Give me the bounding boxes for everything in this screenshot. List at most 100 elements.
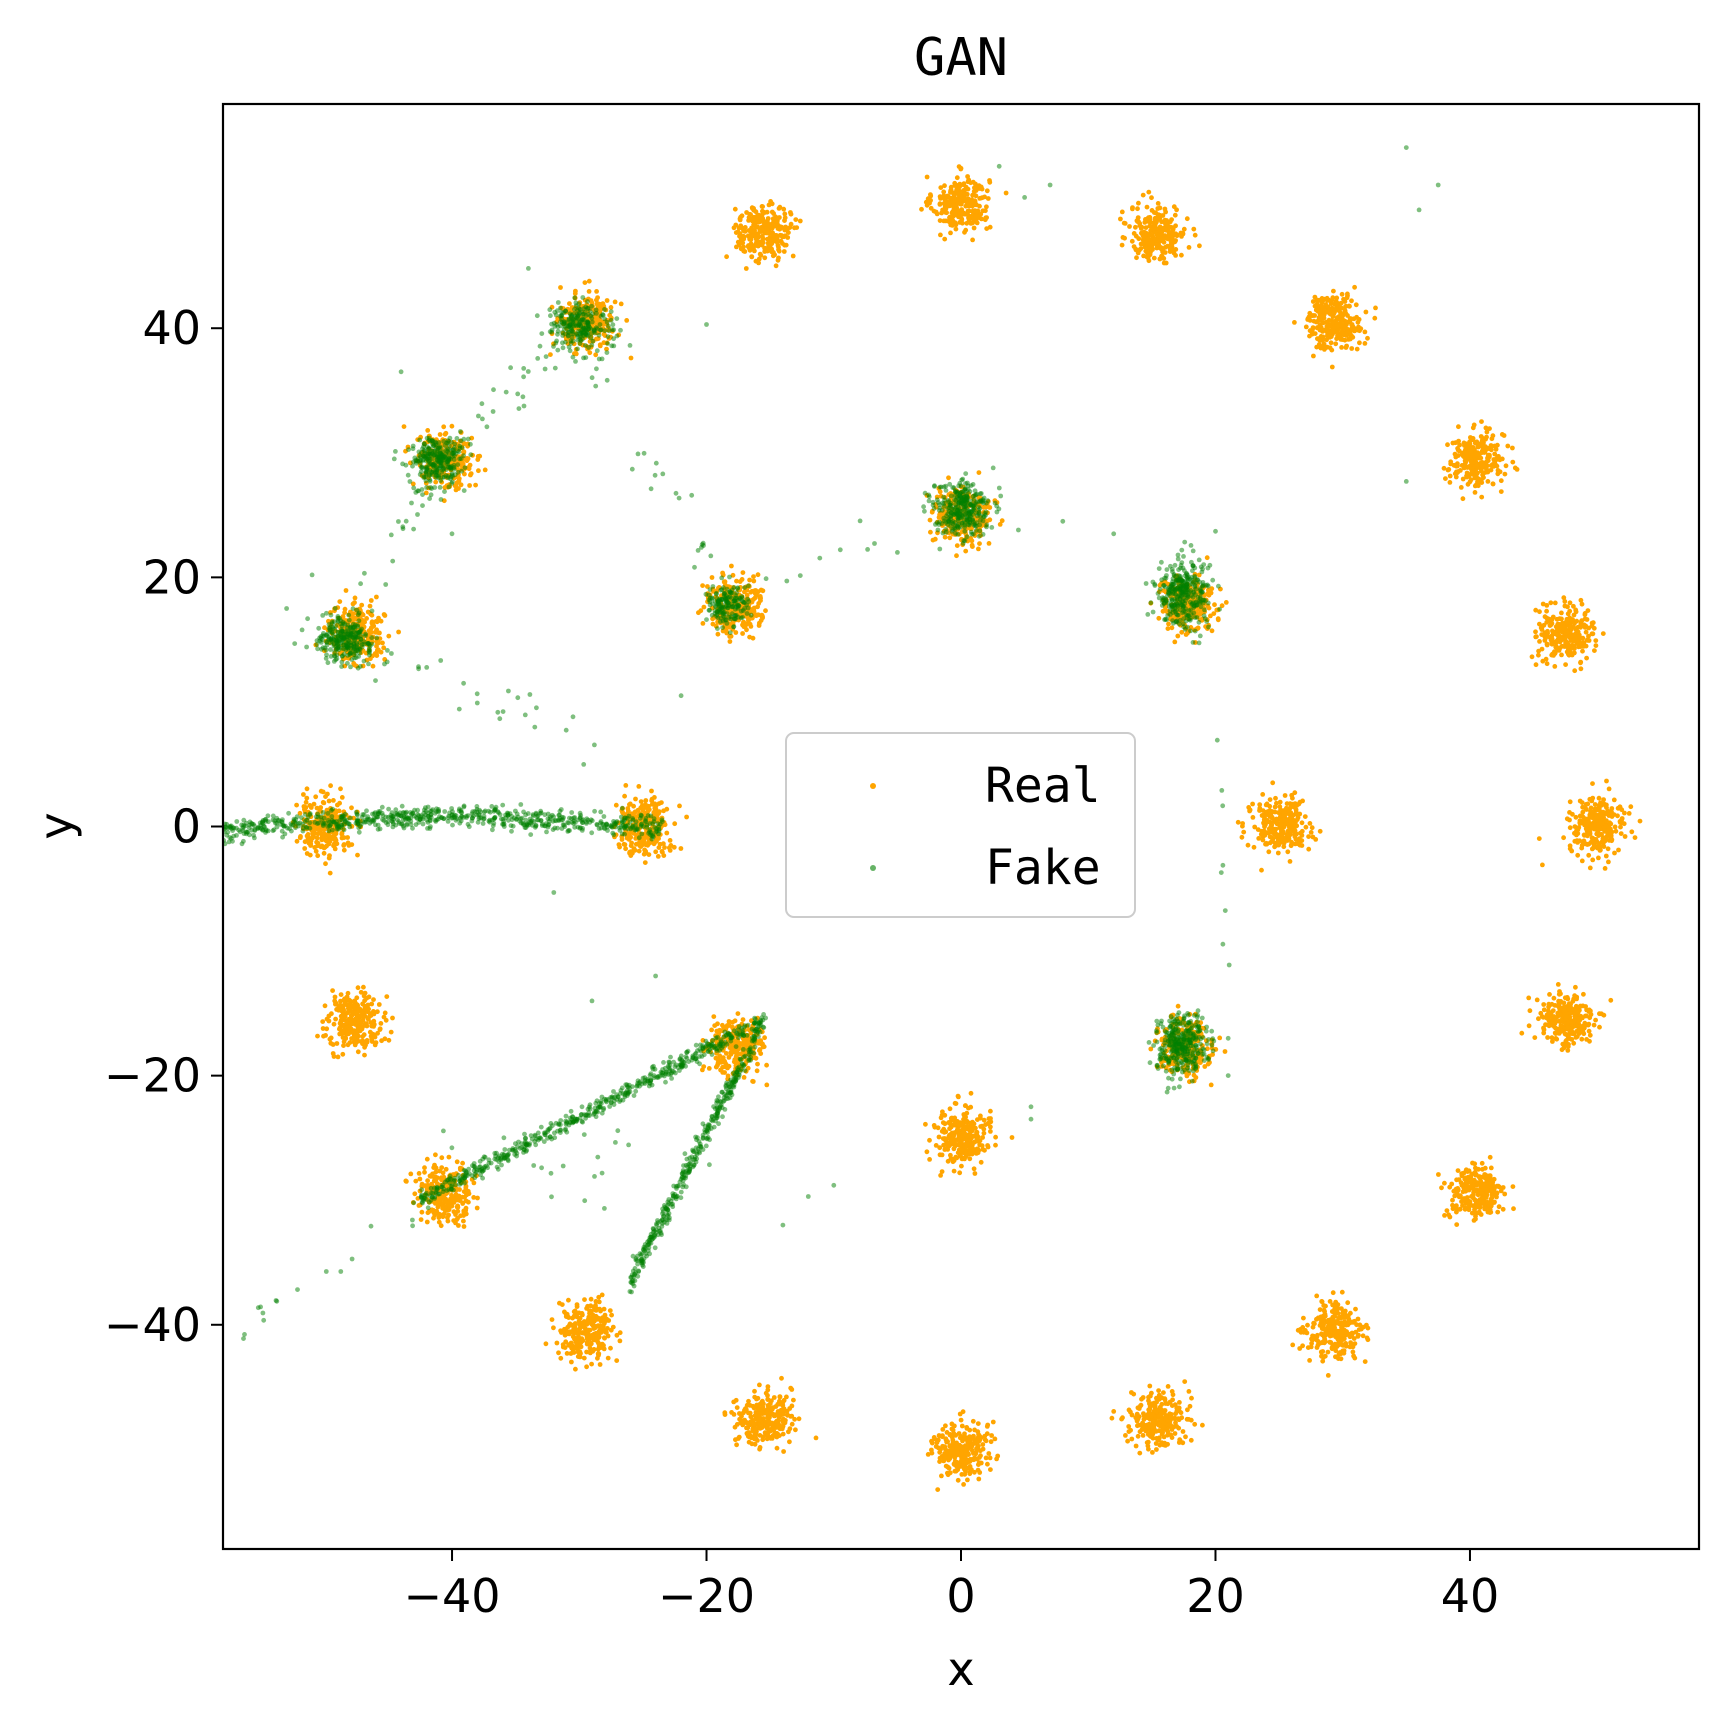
real-point [586, 289, 592, 294]
real-point [556, 1350, 561, 1356]
real-point [1590, 857, 1596, 863]
real-point [1596, 795, 1602, 801]
real-point [967, 1427, 973, 1433]
real-point [1349, 346, 1355, 351]
real-point [1541, 1007, 1547, 1013]
real-point [1161, 1434, 1167, 1440]
real-point [1161, 239, 1167, 245]
real-point [1500, 1206, 1506, 1212]
real-point [1473, 1216, 1478, 1222]
real-point [599, 1292, 605, 1298]
real-point [1464, 470, 1470, 476]
real-point [1470, 1160, 1475, 1166]
real-point [384, 994, 390, 999]
real-point [1447, 1214, 1453, 1220]
real-point [444, 1208, 450, 1213]
real-point [973, 218, 979, 224]
real-point [1324, 309, 1330, 315]
real-point [1292, 320, 1297, 325]
real-point [361, 1032, 367, 1038]
real-point [1545, 628, 1550, 634]
real-point [1492, 451, 1498, 457]
real-point [1480, 1199, 1486, 1205]
real-point [1450, 440, 1456, 446]
real-point [436, 1215, 442, 1220]
real-point [1556, 998, 1561, 1004]
real-point [1460, 496, 1466, 502]
real-point [1163, 209, 1168, 215]
real-point [779, 1402, 785, 1407]
real-point [601, 1335, 607, 1341]
real-point [978, 195, 984, 201]
real-point [424, 1219, 430, 1225]
real-point [357, 1013, 363, 1019]
real-point [1609, 809, 1614, 815]
real-point [1441, 465, 1447, 471]
real-point [422, 1165, 427, 1171]
real-point [987, 1455, 993, 1461]
real-point [954, 1464, 960, 1469]
real-point [1333, 341, 1339, 347]
real-point [1534, 634, 1539, 639]
real-point [753, 1431, 759, 1437]
real-point [474, 1205, 480, 1211]
real-point [1324, 319, 1329, 325]
real-point [321, 800, 327, 806]
real-point [1129, 238, 1135, 244]
real-point [976, 1460, 982, 1466]
real-point [1347, 336, 1353, 342]
real-point [1186, 245, 1192, 250]
real-point [931, 208, 937, 214]
real-point [610, 1324, 616, 1330]
real-point [1343, 345, 1349, 350]
real-point [341, 835, 347, 840]
real-point [1147, 1423, 1153, 1429]
real-point [601, 1306, 607, 1312]
real-point [304, 833, 310, 839]
real-point [1169, 1427, 1175, 1432]
real-point [1363, 309, 1369, 315]
real-point [1579, 623, 1584, 629]
real-point [935, 1445, 941, 1451]
real-point [587, 350, 593, 356]
real-point [1589, 846, 1595, 852]
real-point [588, 1309, 593, 1315]
real-point [1317, 337, 1323, 343]
real-point [1151, 210, 1157, 215]
real-point [1559, 616, 1564, 622]
real-point [564, 1351, 570, 1356]
real-point [364, 1039, 370, 1044]
real-point [1603, 823, 1609, 829]
real-point [1156, 212, 1161, 218]
real-point [1170, 1392, 1176, 1398]
real-point [417, 1176, 423, 1182]
real-point [1321, 1307, 1327, 1313]
real-point [937, 218, 943, 224]
real-point [1578, 644, 1583, 649]
real-point [593, 1303, 598, 1308]
real-point [1483, 1206, 1489, 1211]
real-point [424, 1156, 430, 1162]
real-point [1302, 1328, 1308, 1333]
real-point [347, 1005, 353, 1011]
real-point [1350, 1349, 1356, 1355]
real-point [1468, 459, 1474, 464]
real-point [1305, 317, 1311, 322]
real-point [925, 1452, 931, 1457]
real-point [1612, 824, 1618, 830]
real-point [1569, 652, 1575, 657]
real-point [1333, 329, 1339, 335]
real-point [344, 1020, 350, 1026]
real-point [303, 799, 309, 805]
real-point [584, 1349, 589, 1355]
real-point [1146, 1407, 1152, 1413]
real-point [1559, 610, 1564, 616]
real-point [355, 1049, 361, 1055]
real-point [1351, 1353, 1356, 1359]
real-point [419, 1209, 425, 1215]
real-point [1589, 798, 1595, 804]
real-point [482, 467, 488, 473]
real-point [1479, 419, 1484, 424]
real-point [596, 1341, 602, 1347]
real-point [943, 1454, 949, 1460]
